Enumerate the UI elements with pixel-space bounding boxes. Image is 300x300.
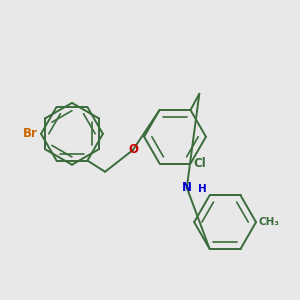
- Text: Br: Br: [22, 127, 38, 140]
- Text: O: O: [128, 143, 138, 157]
- Text: H: H: [198, 184, 207, 194]
- Text: N: N: [182, 181, 192, 194]
- Text: Cl: Cl: [194, 157, 206, 170]
- Text: CH₃: CH₃: [259, 217, 280, 227]
